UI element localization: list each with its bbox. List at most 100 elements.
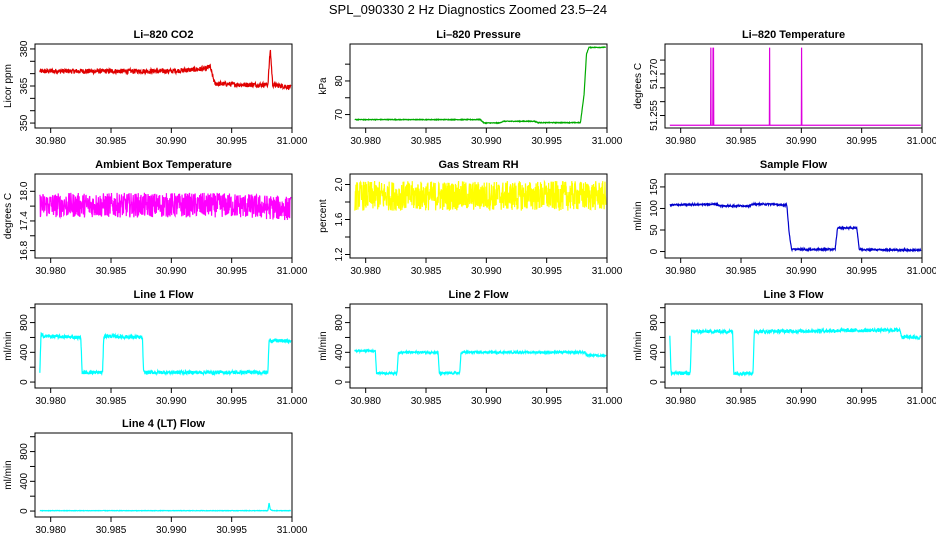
x-tick-label: 30.995 [216,136,247,147]
x-tick-label: 30.990 [786,396,817,407]
x-tick-label: 30.985 [96,396,127,407]
x-tick-label: 30.995 [216,266,247,277]
chart-title: Line 4 (LT) Flow [122,418,205,430]
y-tick-label: 800 [334,314,345,331]
y-tick-label: 800 [19,314,30,331]
y-tick-label: 0 [19,379,30,385]
series-line [669,47,921,126]
y-tick-label: 0 [334,379,345,385]
plot-frame [349,43,608,129]
y-tick-label: 0 [649,379,660,385]
y-axis-label: Licor ppm [3,64,14,108]
y-tick-label: 400 [649,344,660,361]
y-tick-label: 400 [19,344,30,361]
chart-temperature: Li–820 Temperature 30.980 30.985 30.990 30.9… [633,29,936,147]
y-axis-label: ml/min [318,331,329,360]
x-tick-label: 30.985 [96,266,127,277]
chart-title: Line 1 Flow [134,289,194,301]
chart-title: Li–820 CO2 [134,29,194,41]
chart-title: Li–820 Pressure [436,29,520,41]
y-tick-label: 70 [334,109,345,121]
chart-title: Gas Stream RH [438,159,518,171]
y-tick-label: 1.6 [334,212,345,226]
x-tick-label: 30.980 [35,136,66,147]
y-axis-label: degrees C [633,63,644,109]
plot-frame [34,173,293,259]
plot-frame [349,303,608,389]
chart-line3: Line 3 Flow 30.980 30.985 30.990 30.995 31.00… [633,289,936,407]
y-axis-label: ml/min [3,331,14,360]
plot-frame [34,432,293,518]
y-tick-label: 50 [649,224,660,236]
y-tick-label: 350 [19,114,30,131]
x-tick-label: 31.000 [592,266,623,277]
x-tick-label: 30.990 [786,266,817,277]
y-tick-label: 2.0 [334,177,345,191]
x-tick-label: 30.990 [471,266,502,277]
series-line [39,192,292,221]
chart-title: Li–820 Temperature [742,29,845,41]
plot-frame [34,303,293,389]
chart-sample_flow: Sample Flow 30.980 30.985 30.990 30.995 31.00… [633,159,936,277]
y-axis-label: ml/min [633,201,644,230]
y-tick-label: 800 [19,443,30,460]
chart-co2: Li–820 CO2 30.980 30.985 30.990 30.995 31.000… [3,29,308,147]
x-tick-label: 30.980 [35,266,66,277]
y-tick-label: 1.2 [334,247,345,261]
x-tick-label: 30.980 [35,525,66,536]
x-tick-label: 30.985 [411,136,442,147]
x-tick-label: 30.980 [665,396,696,407]
x-tick-label: 30.990 [156,396,187,407]
x-tick-label: 30.985 [411,396,442,407]
x-tick-label: 30.995 [846,266,877,277]
x-tick-label: 30.995 [846,136,877,147]
x-tick-label: 31.000 [592,396,623,407]
x-tick-label: 30.985 [96,525,127,536]
x-tick-label: 31.000 [277,136,308,147]
series-line [39,49,292,91]
x-tick-label: 31.000 [592,136,623,147]
x-tick-label: 30.990 [156,525,187,536]
chart-line4: Line 4 (LT) Flow 30.980 30.985 30.990 30.995… [3,418,308,536]
x-tick-label: 30.985 [411,266,442,277]
x-tick-label: 31.000 [277,525,308,536]
x-tick-label: 30.990 [786,136,817,147]
chart-line1: Line 1 Flow 30.980 30.985 30.990 30.995 31.00… [3,289,308,407]
y-tick-label: 18.0 [19,181,30,201]
plot-frame [664,173,923,259]
x-tick-label: 30.995 [846,396,877,407]
y-tick-label: 400 [334,344,345,361]
y-axis-label: ml/min [3,460,14,489]
chart-line2: Line 2 Flow 30.980 30.985 30.990 30.995 31.00… [318,289,623,407]
y-tick-label: 400 [19,473,30,490]
series-line [39,502,292,512]
x-tick-label: 30.980 [35,396,66,407]
x-tick-label: 30.985 [96,136,127,147]
x-tick-label: 30.980 [665,266,696,277]
series-line [669,326,922,378]
series-line [354,348,607,377]
x-tick-label: 30.985 [726,136,757,147]
y-tick-label: 0 [649,248,660,254]
y-tick-label: 51.255 [649,100,660,131]
x-tick-label: 30.980 [350,266,381,277]
y-tick-label: 380 [19,40,30,57]
y-axis-label: ml/min [633,331,644,360]
x-tick-label: 31.000 [277,266,308,277]
chart-title: Line 2 Flow [449,289,509,301]
y-tick-label: 51.270 [649,58,660,89]
y-tick-label: 0 [19,508,30,514]
x-tick-label: 30.995 [216,396,247,407]
x-tick-label: 30.990 [156,266,187,277]
x-tick-label: 30.980 [350,136,381,147]
y-tick-label: 80 [334,75,345,87]
series-line [354,179,607,211]
plot-frame [664,303,923,389]
y-tick-label: 800 [649,314,660,331]
y-axis-label: percent [318,199,329,233]
y-tick-label: 100 [649,200,660,217]
y-tick-label: 150 [649,178,660,195]
series-line [39,331,292,377]
x-tick-label: 30.995 [531,136,562,147]
x-tick-label: 30.980 [350,396,381,407]
